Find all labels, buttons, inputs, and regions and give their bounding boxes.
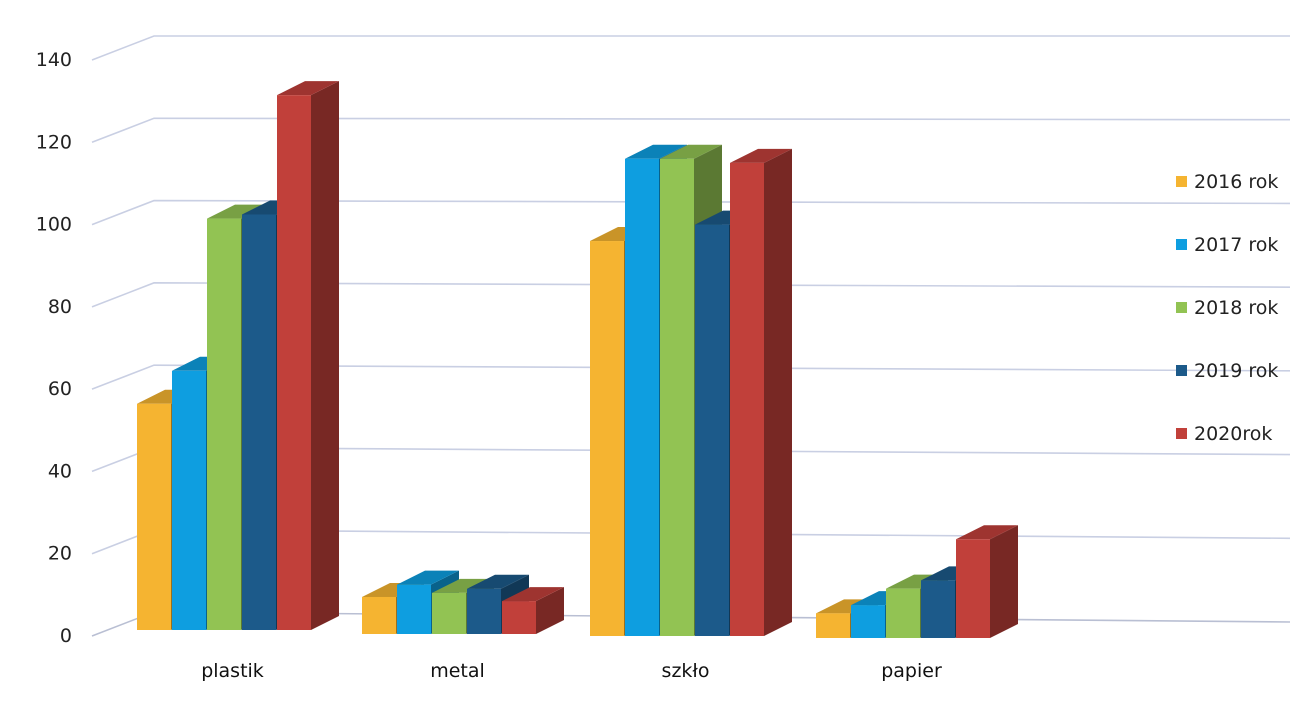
bars <box>137 81 1018 638</box>
category-label: szkło <box>662 660 710 682</box>
gridline <box>91 117 1291 144</box>
legend-label: 2017 rok <box>1194 234 1278 256</box>
y-tick-label: 40 <box>48 460 72 482</box>
gridline <box>91 35 1290 61</box>
legend-label: 2016 rok <box>1194 171 1278 193</box>
category-label: papier <box>881 660 942 682</box>
y-axis-ticks: 0 20 40 60 80 100 120 140 <box>36 49 72 647</box>
bar <box>277 81 339 630</box>
legend-label: 2019 rok <box>1194 360 1278 382</box>
y-tick-label: 120 <box>36 131 72 153</box>
category-label: plastik <box>201 660 264 682</box>
legend-swatch <box>1176 176 1187 187</box>
bar <box>730 148 792 636</box>
legend-item: 2020rok <box>1176 423 1272 445</box>
bar <box>467 574 529 634</box>
gridline <box>91 199 1291 226</box>
legend-swatch <box>1176 302 1187 313</box>
legend-item: 2016 rok <box>1176 171 1278 193</box>
y-tick-label: 60 <box>48 378 72 400</box>
gridline <box>91 282 1291 308</box>
legend: 2016 rok 2017 rok 2018 rok 2019 rok 2020rok <box>1176 171 1278 445</box>
legend-item: 2017 rok <box>1176 234 1278 256</box>
y-tick-label: 0 <box>60 625 72 647</box>
gridline <box>91 364 1291 390</box>
legend-item: 2019 rok <box>1176 360 1278 382</box>
legend-item: 2018 rok <box>1176 297 1278 319</box>
y-tick-label: 20 <box>48 543 72 565</box>
x-axis-categories: plastik metal szkło papier <box>201 660 942 682</box>
y-tick-label: 100 <box>36 214 72 236</box>
category-label: metal <box>430 660 485 682</box>
legend-label: 2018 rok <box>1194 297 1278 319</box>
legend-label: 2020rok <box>1194 423 1272 445</box>
legend-swatch <box>1176 239 1187 250</box>
bar <box>956 525 1018 638</box>
bar <box>502 587 564 634</box>
y-tick-label: 80 <box>48 296 72 318</box>
y-tick-label: 140 <box>36 49 72 71</box>
legend-swatch <box>1176 365 1187 376</box>
legend-swatch <box>1176 428 1187 439</box>
